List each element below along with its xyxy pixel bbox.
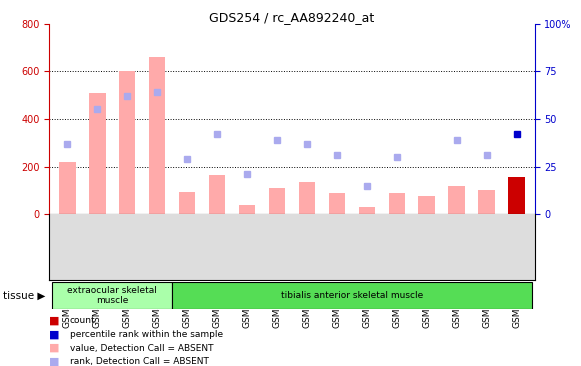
Bar: [329, 193, 345, 214]
Bar: [508, 177, 525, 214]
Text: ■: ■: [49, 343, 60, 353]
Bar: [449, 186, 465, 214]
Bar: [418, 196, 435, 214]
Text: percentile rank within the sample: percentile rank within the sample: [70, 330, 223, 339]
Text: ■: ■: [49, 357, 60, 366]
Bar: [52, 282, 172, 309]
Bar: [89, 93, 106, 214]
Bar: [478, 190, 495, 214]
Bar: [358, 207, 375, 214]
Bar: [389, 193, 405, 214]
Text: tissue ▶: tissue ▶: [3, 291, 45, 300]
Text: value, Detection Call = ABSENT: value, Detection Call = ABSENT: [70, 344, 213, 352]
Bar: [59, 162, 76, 214]
Bar: [269, 188, 285, 214]
Text: tibialis anterior skeletal muscle: tibialis anterior skeletal muscle: [281, 291, 423, 300]
Bar: [239, 205, 255, 214]
Bar: [119, 71, 135, 214]
Text: count: count: [70, 316, 95, 325]
Text: ■: ■: [49, 329, 60, 339]
Text: ■: ■: [49, 315, 60, 325]
Bar: [149, 57, 166, 214]
Bar: [209, 175, 225, 214]
Bar: [299, 182, 315, 214]
Text: extraocular skeletal
muscle: extraocular skeletal muscle: [67, 286, 157, 305]
Bar: [179, 191, 195, 214]
Text: GDS254 / rc_AA892240_at: GDS254 / rc_AA892240_at: [209, 11, 375, 24]
Bar: [172, 282, 532, 309]
Text: rank, Detection Call = ABSENT: rank, Detection Call = ABSENT: [70, 358, 209, 366]
